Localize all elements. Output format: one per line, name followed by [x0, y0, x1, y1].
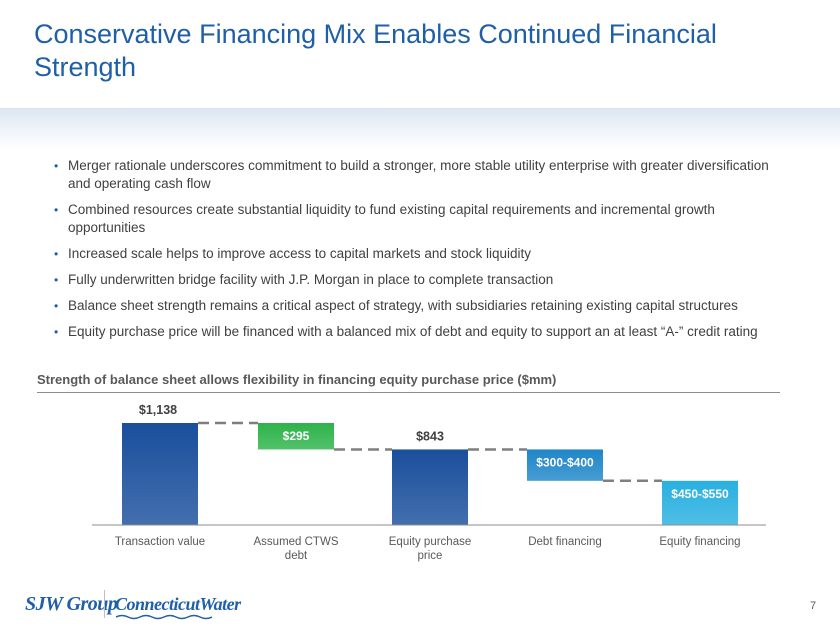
bar	[527, 449, 603, 481]
bullet-dot-icon: •	[54, 247, 59, 261]
bar	[258, 423, 334, 450]
bullet-dot-icon: •	[54, 325, 59, 339]
chart-title: Strength of balance sheet allows flexibi…	[37, 372, 557, 387]
page-number: 7	[810, 600, 817, 612]
sjw-group-logo: SJW Group	[25, 593, 118, 615]
x-tick-label: Equity purchase price	[389, 536, 471, 562]
bullet-dot-icon: •	[54, 299, 59, 313]
x-tick-label: Debt financing	[528, 536, 602, 548]
bullet-item: • Balance sheet strength remains a critic…	[54, 297, 794, 315]
bullet-text: Increased scale helps to improve access …	[68, 246, 531, 261]
bullet-text: Merger rationale underscores commitment …	[68, 158, 769, 191]
bullet-text: Combined resources create substantial li…	[68, 202, 715, 235]
bullet-text: Fully underwritten bridge facility with …	[68, 272, 554, 287]
data-label: $450-$550	[671, 487, 729, 501]
bullet-item: • Merger rationale underscores commitment…	[54, 157, 794, 193]
bullet-dot-icon: •	[54, 273, 59, 287]
x-tick-label: Assumed CTWS debt	[254, 536, 339, 562]
bullet-dot-icon: •	[54, 159, 59, 173]
x-tick-label: Equity financing	[659, 536, 740, 548]
bullet-text: Equity purchase price will be financed w…	[68, 324, 758, 339]
bar	[662, 480, 738, 525]
bullet-list: • Merger rationale underscores commitment…	[54, 157, 794, 349]
page-title: Conservative Financing Mix Enables Conti…	[34, 19, 717, 82]
bullet-item: • Fully underwritten bridge facility with…	[54, 271, 794, 289]
data-label: $295	[283, 429, 310, 443]
chart-title-rule	[37, 392, 780, 393]
bullet-text: Balance sheet strength remains a critica…	[68, 298, 738, 313]
data-label: $1,138	[139, 403, 177, 417]
bullet-item: • Equity purchase price will be financed …	[54, 323, 794, 341]
bar	[122, 423, 198, 525]
header-band	[0, 108, 840, 150]
logo-divider	[104, 590, 105, 618]
bar	[392, 449, 468, 525]
x-tick-label: Transaction value	[115, 536, 205, 548]
data-label: $300-$400	[536, 455, 594, 469]
wave-icon	[116, 614, 212, 620]
bullet-item: • Combined resources create substantial l…	[54, 201, 794, 237]
bullet-item: • Increased scale helps to improve access…	[54, 245, 794, 263]
connecticut-water-logo: ConnecticutWater	[115, 594, 241, 614]
data-label: $843	[416, 429, 444, 443]
bullet-dot-icon: •	[54, 203, 59, 217]
waterfall-chart: $1,138 $295 $843 $300-$400 $450-$550 Transact…	[92, 403, 766, 562]
